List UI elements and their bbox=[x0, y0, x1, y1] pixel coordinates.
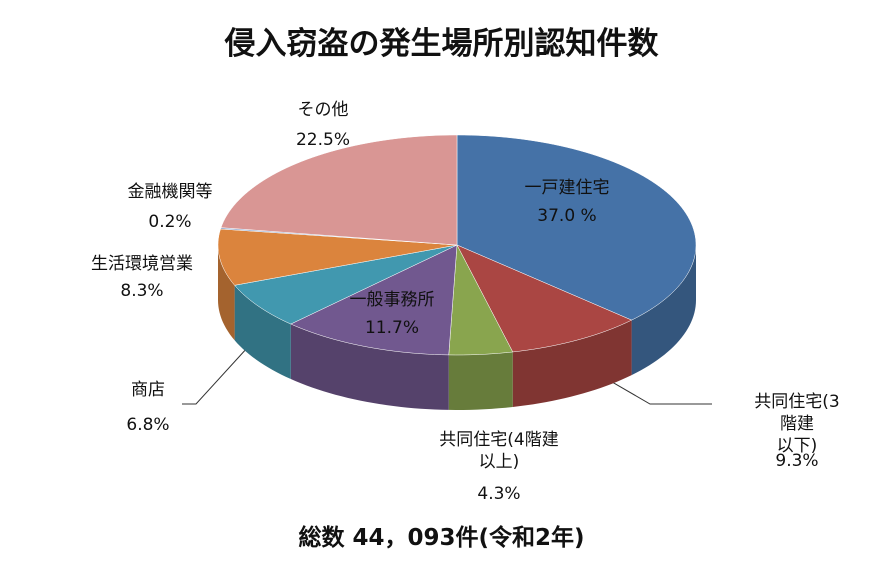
slice bbox=[217, 228, 458, 286]
slice-label: 生活環境営業 bbox=[91, 254, 193, 274]
slice bbox=[448, 244, 514, 356]
value-label: 6.8% bbox=[126, 415, 170, 435]
slice-label: 商店 bbox=[131, 380, 165, 400]
leader-line bbox=[182, 346, 249, 405]
slice-label: 一戸建住宅 bbox=[524, 178, 610, 198]
value-label: 22.5% bbox=[295, 130, 351, 150]
value-label: 37.0 % bbox=[537, 206, 597, 226]
chart-note: 総数 44，093件(令和2年) bbox=[298, 525, 585, 551]
slice-side bbox=[631, 245, 696, 376]
slice-label: その他 bbox=[297, 100, 349, 120]
slice-side bbox=[234, 285, 291, 380]
slice-side bbox=[290, 324, 449, 410]
slice bbox=[456, 244, 633, 353]
slice-side bbox=[218, 245, 235, 341]
slice bbox=[234, 244, 458, 325]
slice-label: 一般事務所 bbox=[349, 290, 435, 310]
slice-label: 共同住宅(4階建 以上) bbox=[439, 430, 559, 472]
slice bbox=[290, 244, 458, 356]
slice bbox=[456, 134, 697, 321]
slice-label: 金融機関等 bbox=[127, 182, 213, 202]
value-label: 9.3% bbox=[775, 451, 819, 471]
value-label: 0.2% bbox=[148, 212, 192, 232]
slice-label: 共同住宅(3階建 以下) bbox=[754, 392, 840, 456]
slice-side bbox=[448, 351, 513, 410]
value-label: 8.3% bbox=[120, 281, 164, 301]
chart-title: 侵入窃盗の発生場所別認知件数 bbox=[224, 26, 659, 62]
value-label: 11.7% bbox=[364, 318, 420, 338]
leader-line bbox=[599, 374, 712, 405]
value-label: 4.3% bbox=[477, 484, 521, 504]
slice-side bbox=[512, 320, 632, 407]
slice bbox=[220, 134, 458, 246]
